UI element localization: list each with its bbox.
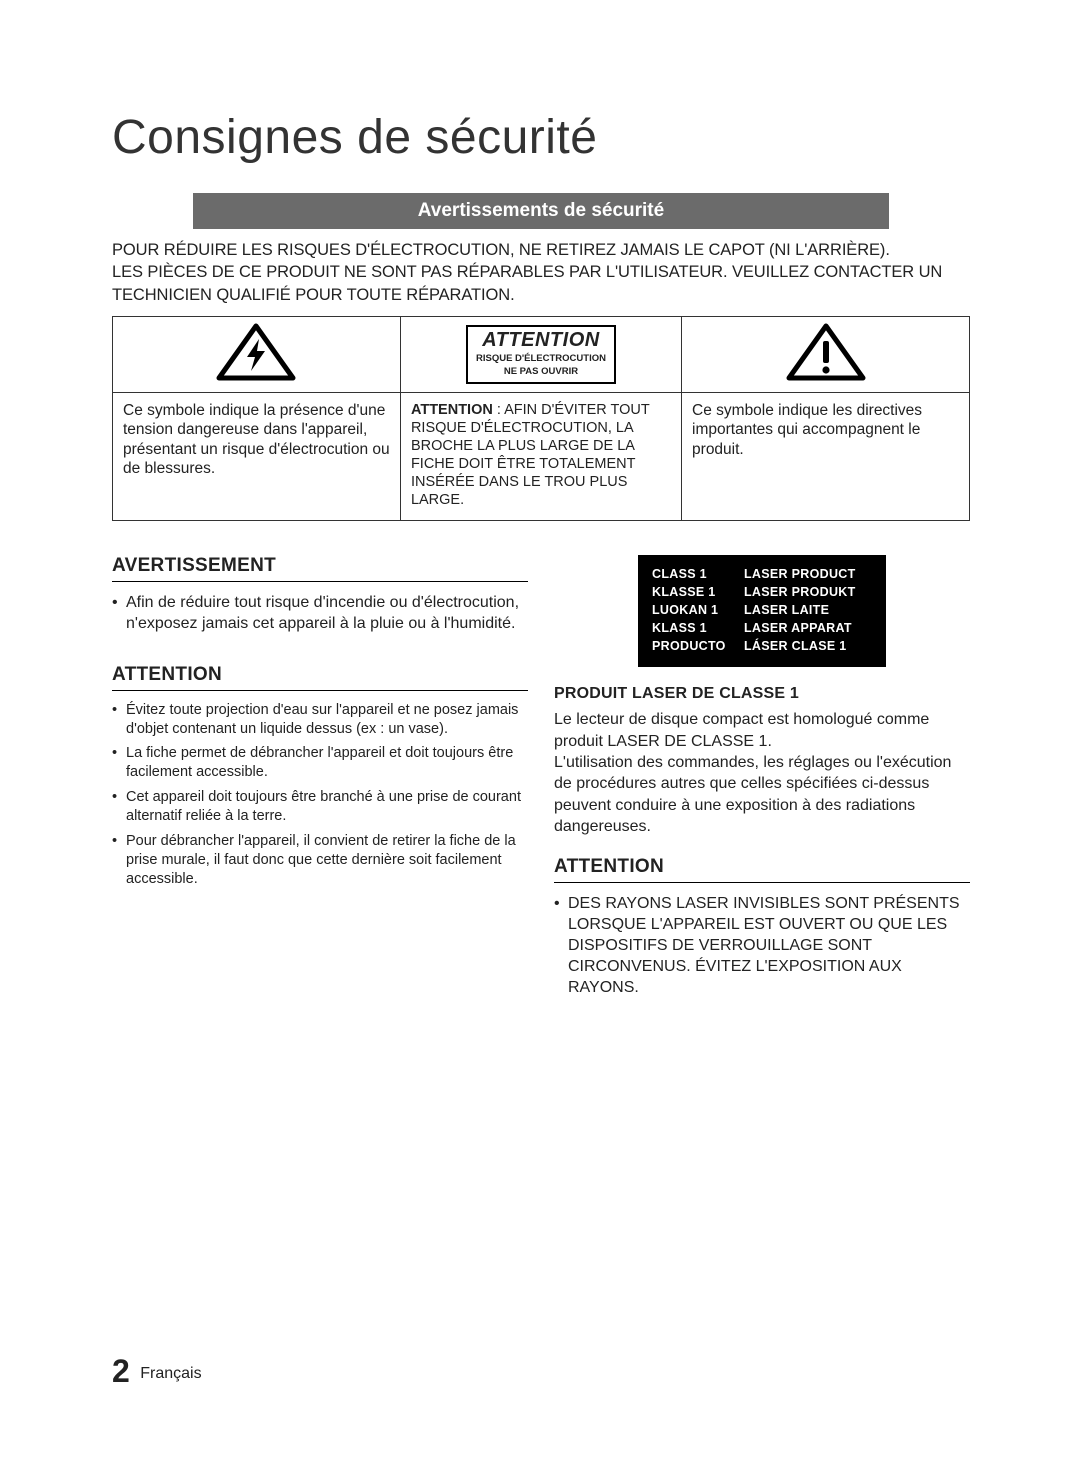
page-title: Consignes de sécurité bbox=[112, 110, 970, 165]
desc-mid-lead: ATTENTION bbox=[411, 402, 493, 418]
attention-box: ATTENTION RISQUE D'ÉLECTROCUTION NE PAS … bbox=[466, 325, 616, 384]
page-number: 2 bbox=[112, 1353, 130, 1389]
page-language: Français bbox=[140, 1365, 201, 1382]
laser-right: LASER PRODUKT bbox=[744, 583, 872, 601]
intro-paragraph: POUR RÉDUIRE LES RISQUES D'ÉLECTROCUTION… bbox=[112, 239, 970, 306]
laser-subheading: PRODUIT LASER DE CLASSE 1 bbox=[554, 685, 970, 703]
laser-left: PRODUCTO bbox=[652, 637, 744, 655]
list-item: Pour débrancher l'appareil, il convient … bbox=[112, 832, 528, 889]
bolt-triangle-cell bbox=[113, 316, 401, 392]
list-item: DES RAYONS LASER INVISIBLES SONT PRÉSENT… bbox=[554, 893, 970, 999]
laser-paragraph: Le lecteur de disque compact est homolog… bbox=[554, 709, 970, 838]
bolt-triangle-icon bbox=[215, 323, 297, 386]
laser-row: KLASSE 1LASER PRODUKT bbox=[652, 583, 872, 601]
desc-mid: ATTENTION : AFIN D'ÉVITER TOUT RISQUE D'… bbox=[400, 392, 681, 520]
laser-right: LASER PRODUCT bbox=[744, 565, 872, 583]
laser-right: LASER LAITE bbox=[744, 601, 872, 619]
attention-heading: ATTENTION bbox=[476, 329, 606, 352]
list-item: Afin de réduire tout risque d'incendie o… bbox=[112, 592, 528, 634]
avertissement-list: Afin de réduire tout risque d'incendie o… bbox=[112, 592, 528, 634]
heading-attention-right: ATTENTION bbox=[554, 856, 970, 883]
laser-left: KLASS 1 bbox=[652, 619, 744, 637]
heading-avertissement: AVERTISSEMENT bbox=[112, 555, 528, 582]
laser-left: CLASS 1 bbox=[652, 565, 744, 583]
list-item: Évitez toute projection d'eau sur l'appa… bbox=[112, 701, 528, 739]
attention-sub2: NE PAS OUVRIR bbox=[476, 367, 606, 378]
exclamation-triangle-cell bbox=[682, 316, 970, 392]
laser-right: LÁSER CLASE 1 bbox=[744, 637, 872, 655]
attention-list-right: DES RAYONS LASER INVISIBLES SONT PRÉSENT… bbox=[554, 893, 970, 999]
laser-row: LUOKAN 1LASER LAITE bbox=[652, 601, 872, 619]
exclamation-triangle-icon bbox=[785, 323, 867, 386]
laser-left: KLASSE 1 bbox=[652, 583, 744, 601]
laser-row: PRODUCTOLÁSER CLASE 1 bbox=[652, 637, 872, 655]
desc-right: Ce symbole indique les directives import… bbox=[682, 392, 970, 520]
list-item: La fiche permet de débrancher l'appareil… bbox=[112, 744, 528, 782]
desc-left: Ce symbole indique la présence d'une ten… bbox=[113, 392, 401, 520]
laser-left: LUOKAN 1 bbox=[652, 601, 744, 619]
list-item: Cet appareil doit toujours être branché … bbox=[112, 788, 528, 826]
left-column: AVERTISSEMENT Afin de réduire tout risqu… bbox=[112, 555, 528, 1007]
laser-right: LASER APPARAT bbox=[744, 619, 872, 637]
attention-list-left: Évitez toute projection d'eau sur l'appa… bbox=[112, 701, 528, 889]
heading-attention-left: ATTENTION bbox=[112, 664, 528, 691]
laser-row: KLASS 1LASER APPARAT bbox=[652, 619, 872, 637]
warning-table: ATTENTION RISQUE D'ÉLECTROCUTION NE PAS … bbox=[112, 316, 970, 521]
section-banner: Avertissements de sécurité bbox=[193, 193, 889, 229]
attention-sub1: RISQUE D'ÉLECTROCUTION bbox=[476, 354, 606, 365]
laser-row: CLASS 1LASER PRODUCT bbox=[652, 565, 872, 583]
attention-box-cell: ATTENTION RISQUE D'ÉLECTROCUTION NE PAS … bbox=[400, 316, 681, 392]
right-column: CLASS 1LASER PRODUCT KLASSE 1LASER PRODU… bbox=[554, 555, 970, 1007]
laser-class-box: CLASS 1LASER PRODUCT KLASSE 1LASER PRODU… bbox=[638, 555, 886, 668]
page-footer: 2 Français bbox=[112, 1353, 202, 1390]
